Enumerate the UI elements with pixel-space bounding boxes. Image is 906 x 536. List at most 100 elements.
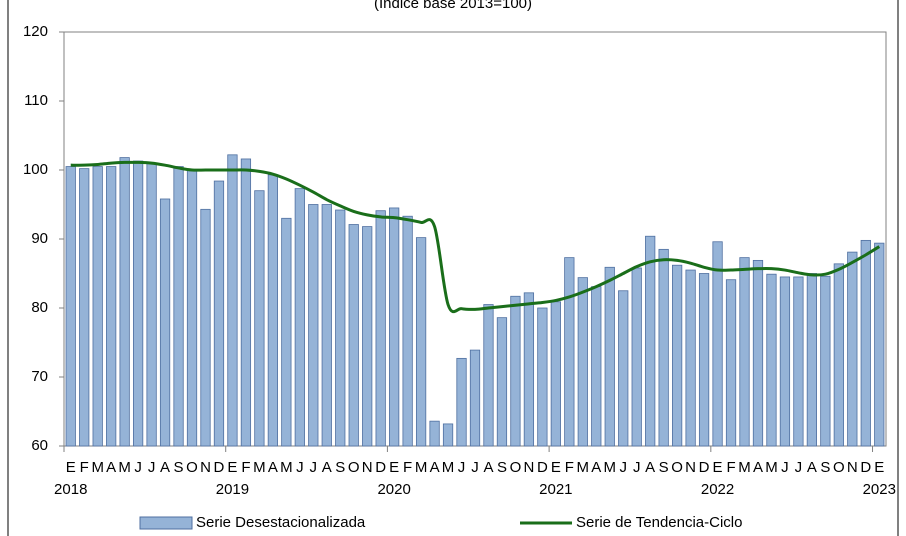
year-label: 2019 <box>216 481 249 498</box>
year-label: 2018 <box>54 481 87 498</box>
y-tick-label: 110 <box>24 92 48 109</box>
bar <box>227 154 238 447</box>
x-tick-label: M <box>280 459 293 476</box>
bar <box>294 188 305 447</box>
bar <box>335 209 346 447</box>
x-tick-label: J <box>458 459 466 476</box>
y-tick-label: 70 <box>31 368 48 385</box>
bar <box>348 224 359 447</box>
bar <box>106 166 117 447</box>
x-tick-label: J <box>134 459 142 476</box>
bar <box>254 190 265 447</box>
bar <box>442 423 454 447</box>
x-tick-label: M <box>118 459 131 476</box>
x-tick-label: E <box>874 459 884 476</box>
x-tick-label: O <box>671 459 683 476</box>
x-tick-label: J <box>633 459 641 476</box>
year-label: 2020 <box>377 481 410 498</box>
x-tick-label: M <box>415 459 428 476</box>
x-tick-label: E <box>227 459 237 476</box>
bar <box>510 295 521 447</box>
bar <box>146 162 157 447</box>
bar <box>685 269 696 447</box>
bar <box>92 166 103 447</box>
bar <box>362 226 373 447</box>
x-tick-label: A <box>160 459 170 476</box>
x-tick-label: O <box>186 459 198 476</box>
bar <box>267 174 278 447</box>
bar <box>173 166 184 447</box>
x-tick-label: N <box>362 459 373 476</box>
bar <box>739 257 750 447</box>
bar <box>429 420 440 447</box>
bar <box>415 237 427 447</box>
x-tick-label: D <box>699 459 710 476</box>
x-tick-label: M <box>738 459 751 476</box>
bar <box>159 198 171 447</box>
x-tick-label: A <box>268 459 278 476</box>
x-tick-label: A <box>322 459 332 476</box>
x-tick-label: O <box>348 459 360 476</box>
x-tick-label: D <box>214 459 225 476</box>
x-tick-label: F <box>565 459 574 476</box>
x-tick-label: D <box>860 459 871 476</box>
x-tick-label: F <box>403 459 412 476</box>
x-tick-label: A <box>483 459 493 476</box>
bar <box>847 251 858 447</box>
bar <box>833 263 844 447</box>
x-tick-label: J <box>619 459 627 476</box>
bar <box>658 248 669 447</box>
legend-label: Serie Desestacionalizada <box>196 514 366 531</box>
y-tick-label: 120 <box>23 23 48 40</box>
x-tick-label: N <box>523 459 534 476</box>
year-label: 2021 <box>539 481 572 498</box>
bar <box>308 204 319 447</box>
bar <box>483 304 494 447</box>
x-tick-label: S <box>335 459 345 476</box>
y-tick-label: 100 <box>23 161 48 178</box>
x-tick-label: J <box>296 459 304 476</box>
bar <box>672 264 683 447</box>
bar <box>766 273 777 447</box>
x-tick-label: E <box>551 459 561 476</box>
bar <box>806 273 818 447</box>
chart-subtitle: (Índice base 2013=100) <box>374 0 532 12</box>
bar <box>725 279 737 447</box>
bar <box>564 257 575 447</box>
y-tick-label: 60 <box>31 437 48 454</box>
x-tick-label: M <box>253 459 266 476</box>
x-tick-label: M <box>765 459 778 476</box>
x-tick-label: J <box>471 459 479 476</box>
x-tick-label: E <box>713 459 723 476</box>
x-tick-label: F <box>80 459 89 476</box>
x-tick-label: N <box>685 459 696 476</box>
bar <box>119 157 130 447</box>
x-tick-label: D <box>375 459 386 476</box>
x-tick-label: S <box>820 459 830 476</box>
x-tick-label: O <box>833 459 845 476</box>
bar <box>779 276 791 447</box>
x-tick-label: S <box>174 459 184 476</box>
bar <box>793 276 804 447</box>
x-tick-label: J <box>781 459 789 476</box>
bar <box>820 275 831 447</box>
bar <box>240 158 252 447</box>
x-tick-label: A <box>106 459 116 476</box>
x-tick-label: A <box>807 459 817 476</box>
x-tick-label: M <box>604 459 617 476</box>
x-tick-label: S <box>659 459 669 476</box>
x-tick-label: A <box>591 459 601 476</box>
bar <box>321 204 332 447</box>
bar <box>65 166 76 447</box>
x-tick-label: E <box>66 459 76 476</box>
bar <box>698 273 710 447</box>
bar <box>79 168 90 447</box>
trend-line <box>70 160 881 314</box>
bar <box>469 349 481 447</box>
x-tick-label: E <box>389 459 399 476</box>
x-tick-label: J <box>148 459 156 476</box>
bar <box>591 286 602 447</box>
bar <box>631 267 642 447</box>
bar <box>860 239 871 447</box>
